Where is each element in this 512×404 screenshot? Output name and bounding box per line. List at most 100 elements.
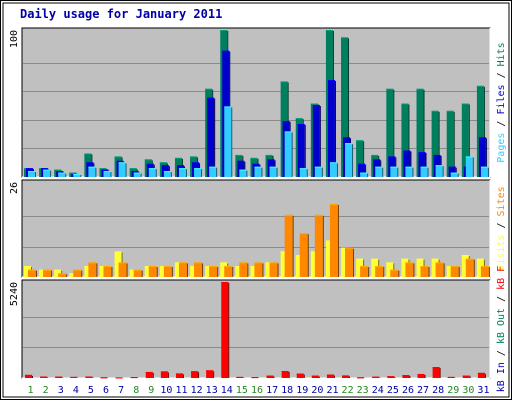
bar-kbytes-shadow — [440, 368, 441, 378]
bar-files-highlight — [177, 165, 184, 166]
bar-files-highlight — [86, 162, 93, 163]
bar-visits-highlight — [220, 262, 227, 263]
bar-pages — [451, 173, 459, 177]
bar-sites — [254, 262, 263, 277]
bar-sites — [43, 270, 52, 277]
bar-kbytes-highlight — [236, 377, 243, 378]
bar-sites-highlight — [134, 270, 142, 271]
bar-pages — [103, 171, 111, 177]
bar-pages-highlight — [73, 174, 80, 175]
bar-sites-highlight — [345, 248, 353, 249]
bar-pages-face — [239, 170, 246, 177]
bar-hits-highlight — [266, 155, 273, 156]
bar-files-highlight — [479, 137, 486, 138]
bar-pages-highlight — [481, 167, 488, 168]
bar-pages-face — [285, 131, 292, 177]
y-max-label-visits: 26 — [9, 182, 20, 194]
x-tick-label: 1 — [28, 385, 34, 396]
bar-sites-shadow — [262, 263, 263, 277]
bar-pages-face — [390, 167, 397, 177]
bar-sites-shadow — [398, 271, 399, 277]
bar-pages-highlight — [239, 170, 246, 171]
bar-files-highlight — [192, 162, 199, 163]
x-tick-label: 10 — [160, 385, 172, 396]
bar-sites-shadow — [429, 267, 430, 277]
bar-files-highlight — [358, 164, 365, 165]
bar-sites-highlight — [254, 262, 262, 263]
bar-sites-highlight — [194, 262, 202, 263]
bar-pages — [285, 131, 293, 177]
bar-visits-highlight — [371, 259, 378, 260]
bar-hits-highlight — [417, 89, 424, 90]
y-max-label-kbytes: 5240 — [9, 282, 20, 306]
bar-pages — [73, 174, 81, 177]
bar-sites-shadow — [81, 271, 82, 277]
bar-pages-highlight — [134, 173, 141, 174]
bar-pages-highlight — [451, 173, 458, 174]
bar-pages-shadow — [231, 107, 232, 177]
bar-pages-highlight — [300, 168, 307, 169]
bar-sites-face — [194, 262, 202, 277]
bar-kbytes-highlight — [402, 375, 409, 376]
bar-kbytes — [191, 371, 199, 378]
bar-hits-highlight — [281, 81, 288, 82]
bar-kbytes-highlight — [357, 377, 364, 378]
bar-sites — [330, 204, 339, 277]
bar-kbytes — [161, 371, 169, 378]
bar-kbytes-highlight — [342, 375, 349, 376]
bar-pages-face — [149, 168, 156, 177]
bar-sites — [239, 262, 248, 277]
bar-pages-face — [466, 156, 473, 177]
bar-kbytes-shadow — [153, 373, 154, 378]
x-tick-label: 8 — [133, 385, 139, 396]
bar-hits-highlight — [356, 140, 363, 141]
bar-pages-face — [315, 167, 322, 177]
bar-visits-highlight — [401, 259, 408, 260]
bar-pages-highlight — [375, 167, 382, 168]
bar-files-highlight — [403, 151, 410, 152]
bar-kbytes-shadow — [289, 372, 290, 378]
legend-kbytes-item: kB In — [496, 362, 507, 392]
bar-sites-face — [88, 262, 96, 277]
x-tick-label: 22 — [342, 385, 354, 396]
bar-kbytes-highlight — [387, 376, 394, 377]
bar-pages-shadow — [201, 169, 202, 177]
bar-pages — [239, 170, 247, 177]
bar-kbytes-highlight — [116, 377, 123, 378]
bar-pages — [58, 173, 66, 177]
bar-files-highlight — [56, 171, 63, 172]
bar-pages-shadow — [443, 166, 444, 177]
bar-files-highlight — [388, 156, 395, 157]
bar-pages-highlight — [315, 167, 322, 168]
bar-pages-highlight — [119, 162, 126, 163]
bar-sites-highlight — [73, 270, 81, 271]
legend-kbytes-item: kB Out — [496, 308, 507, 344]
bar-kbytes — [448, 377, 456, 378]
bar-kbytes-highlight — [372, 377, 379, 378]
bar-sites-shadow — [111, 267, 112, 277]
bar-sites-face — [466, 259, 474, 277]
bar-sites-highlight — [481, 266, 489, 267]
bar-pages — [466, 156, 474, 177]
bar-pages-highlight — [270, 167, 277, 168]
bar-kbytes-shadow — [485, 374, 486, 378]
bar-hits-highlight — [220, 30, 227, 31]
bar-kbytes — [176, 373, 184, 378]
bar-pages-face — [481, 167, 488, 177]
bar-sites-highlight — [239, 262, 247, 263]
bar-sites-face — [421, 266, 429, 277]
bar-sites-shadow — [127, 263, 128, 277]
bar-kbytes-shadow — [228, 283, 229, 378]
bar-kbytes-shadow — [32, 376, 33, 378]
bar-sites-face — [360, 266, 368, 277]
bar-sites-face — [345, 248, 353, 277]
bar-kbytes — [297, 374, 305, 378]
bar-pages-shadow — [80, 175, 81, 177]
x-tick-label: 11 — [175, 385, 187, 396]
bar-pages-highlight — [103, 171, 110, 172]
bar-sites — [134, 270, 143, 277]
bar-kbytes-shadow — [274, 377, 275, 378]
bar-sites-shadow — [368, 267, 369, 277]
bar-sites — [285, 215, 294, 277]
